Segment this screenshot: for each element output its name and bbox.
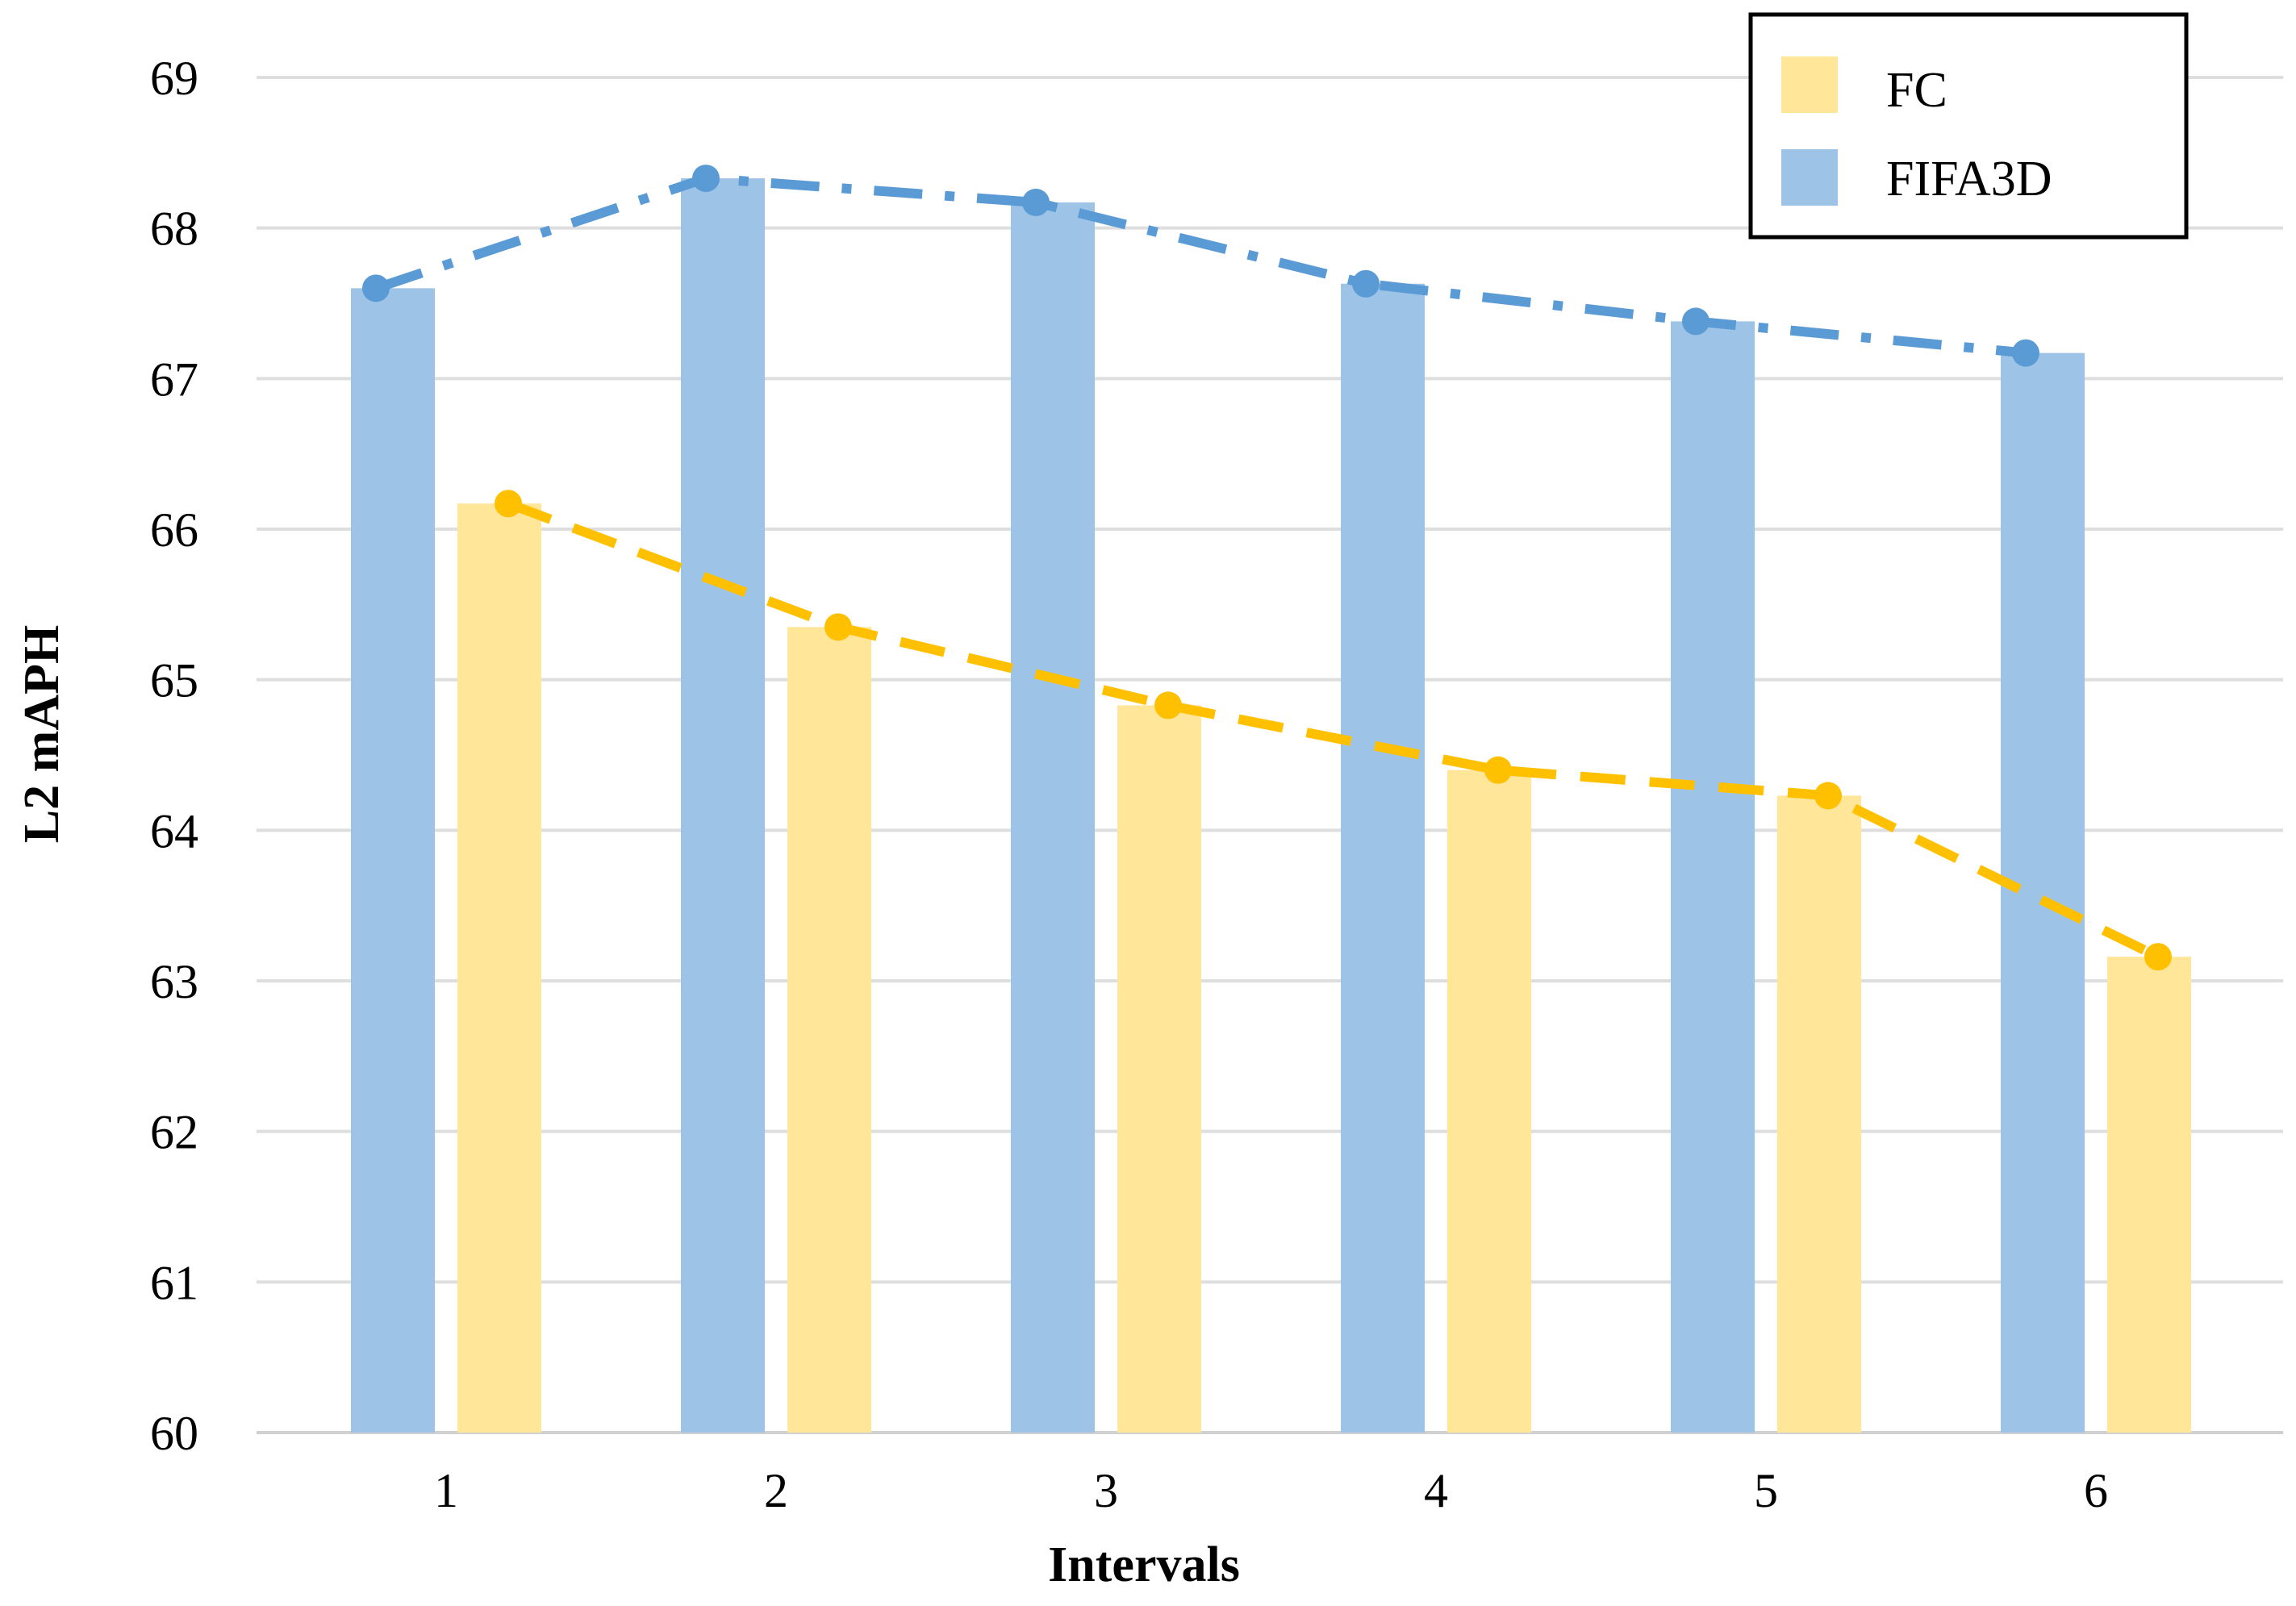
y-tick-label: 69 xyxy=(150,52,198,105)
point-fifa3d-5 xyxy=(1682,307,1709,336)
trend-line-fc xyxy=(506,498,2160,962)
gridlines xyxy=(257,76,2283,1434)
point-fc-5 xyxy=(1814,782,1842,810)
bar-fifa3d-1 xyxy=(351,288,435,1433)
point-fifa3d-3 xyxy=(1022,188,1050,216)
point-fifa3d-1 xyxy=(362,274,390,302)
point-fc-2 xyxy=(824,613,852,641)
x-tick-label: 3 xyxy=(1094,1464,1118,1517)
point-fc-6 xyxy=(2144,943,2172,971)
point-fc-3 xyxy=(1154,691,1182,720)
y-tick-label: 68 xyxy=(150,202,198,256)
bar-fc-1 xyxy=(457,503,541,1433)
point-fifa3d-6 xyxy=(2012,339,2039,367)
point-fc-4 xyxy=(1484,756,1512,784)
trend-lines xyxy=(374,173,2160,962)
bar-fc-3 xyxy=(1117,705,1201,1433)
legend-swatch-fc xyxy=(1781,56,1838,113)
bar-fc-4 xyxy=(1447,770,1531,1433)
x-axis-title: Intervals xyxy=(1048,1537,1240,1592)
y-tick-label: 62 xyxy=(150,1106,198,1159)
trend-line-fifa3d xyxy=(374,173,2027,358)
bar-fifa3d-5 xyxy=(1671,321,1755,1433)
x-tick-label: 6 xyxy=(2084,1464,2108,1517)
bar-fifa3d-6 xyxy=(2001,352,2085,1433)
y-tick-label: 65 xyxy=(150,654,198,707)
legend-label-fifa3d: FIFA3D xyxy=(1886,152,2052,206)
bar-fifa3d-4 xyxy=(1341,283,1425,1433)
y-tick-label: 63 xyxy=(150,955,198,1008)
y-tick-label: 67 xyxy=(150,352,198,406)
legend-label-fc: FC xyxy=(1886,63,1947,118)
x-axis-ticks: 1 2 3 4 5 6 xyxy=(434,1464,2108,1517)
bar-fc-5 xyxy=(1777,795,1861,1433)
bars xyxy=(351,178,2191,1433)
y-tick-label: 66 xyxy=(150,503,198,557)
x-tick-label: 5 xyxy=(1754,1464,1778,1517)
bar-fifa3d-2 xyxy=(681,178,765,1433)
y-axis-ticks: 60 61 62 63 64 65 66 67 68 69 xyxy=(150,52,198,1460)
point-fifa3d-2 xyxy=(692,165,720,193)
point-fifa3d-4 xyxy=(1352,269,1380,298)
x-tick-label: 4 xyxy=(1424,1464,1448,1517)
legend: FC FIFA3D xyxy=(1748,12,2189,240)
x-tick-label: 1 xyxy=(434,1464,458,1517)
y-tick-label: 60 xyxy=(150,1407,198,1460)
bar-fifa3d-3 xyxy=(1011,202,1095,1433)
point-fc-1 xyxy=(495,490,522,518)
legend-swatch-fifa3d xyxy=(1781,149,1838,206)
bar-fc-6 xyxy=(2107,957,2191,1433)
bar-fc-2 xyxy=(787,627,871,1433)
y-axis-title: L2 mAPH xyxy=(15,625,69,843)
x-tick-label: 2 xyxy=(764,1464,788,1517)
data-points xyxy=(362,165,2172,971)
y-tick-label: 61 xyxy=(150,1256,198,1309)
y-tick-label: 64 xyxy=(150,804,198,857)
